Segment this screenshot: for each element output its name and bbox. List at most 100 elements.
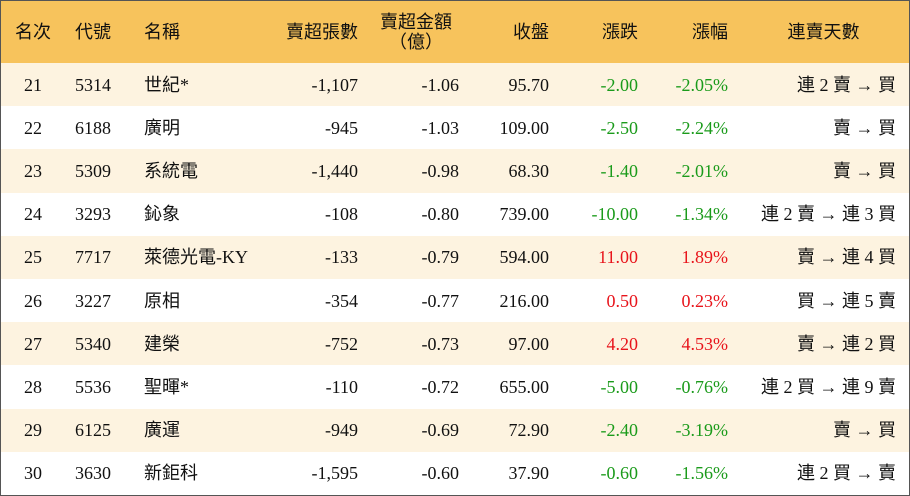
table-cell: 5314 xyxy=(75,74,111,95)
table-cell: 5536 xyxy=(75,376,111,397)
table-cell: -110 xyxy=(325,376,358,397)
table-cell: 3227 xyxy=(75,290,111,311)
table-cell: 系統電 xyxy=(144,160,198,181)
table-cell: 萊德光電-KY xyxy=(144,247,248,268)
table-cell: -945 xyxy=(325,117,358,138)
header-cell: 漲跌 xyxy=(602,22,638,42)
table-cell: 26 xyxy=(24,290,42,311)
table-cell: -3.19% xyxy=(675,420,729,441)
table-cell: -0.77 xyxy=(421,290,460,311)
table-cell: 4.20 xyxy=(606,333,639,354)
table-row: 30 3630 新鉅科 -1,595 -0.60 37.90 -0.60 -1.56% 連 2 … xyxy=(1,451,909,495)
header-cell: 收盤 xyxy=(513,22,549,42)
table-cell: 28 xyxy=(24,376,42,397)
table-cell: 6125 xyxy=(75,420,111,441)
table-cell: 7717 xyxy=(75,247,111,268)
table-cell: -1,595 xyxy=(311,463,359,484)
table-cell: 97.00 xyxy=(508,333,550,354)
table-cell: 29 xyxy=(24,420,42,441)
table-cell: -10.00 xyxy=(591,204,639,225)
table-cell: 21 xyxy=(24,74,42,95)
header-cell: 名稱 xyxy=(144,22,180,42)
table-row: 25 7717 萊德光電-KY -133 -0.79 594.00 11.00 1.89% 賣 … xyxy=(1,235,909,279)
table-cell: 24 xyxy=(24,204,42,225)
table-cell: 賣 → 買 xyxy=(833,420,896,441)
table-cell: -1.34% xyxy=(675,204,729,225)
table-cell: -2.40 xyxy=(600,420,639,441)
table-row: 22 6188 廣明 -945 -1.03 109.00 -2.50 -2.24% 賣 → 買 xyxy=(1,106,909,150)
table-cell: -5.00 xyxy=(600,376,639,397)
table-cell: 95.70 xyxy=(508,74,550,95)
table-cell: 連 2 賣 → 連 3 買 xyxy=(761,204,896,225)
table-cell: 6188 xyxy=(75,117,111,138)
table-cell: 3630 xyxy=(75,463,111,484)
table-row: 26 3227 原相 -354 -0.77 216.00 0.50 0.23% 買 → 連 5 … xyxy=(1,279,909,323)
table-cell: -1.06 xyxy=(421,74,460,95)
table-cell: -0.69 xyxy=(421,420,460,441)
table-cell: 連 2 賣 → 買 xyxy=(797,74,896,95)
table-cell: -2.24% xyxy=(675,117,729,138)
table-cell: 4.53% xyxy=(681,333,729,354)
header-cell: 賣超張數 xyxy=(286,22,358,42)
table-cell: -0.80 xyxy=(421,204,460,225)
table-cell: 賣 → 買 xyxy=(833,160,896,181)
table-cell: 5309 xyxy=(75,160,111,181)
table-cell: -1.40 xyxy=(600,160,639,181)
table-cell: -0.76% xyxy=(675,376,729,397)
table-cell: -2.01% xyxy=(675,160,729,181)
table-cell: -752 xyxy=(325,333,358,354)
header-cell: 漲幅 xyxy=(692,22,728,42)
header-cell: 代號 xyxy=(75,22,111,42)
table-cell: 25 xyxy=(24,247,42,268)
table-cell: -354 xyxy=(325,290,358,311)
table-cell: 鈊象 xyxy=(144,204,180,225)
table-cell: 11.00 xyxy=(598,247,638,268)
table-cell: 廣明 xyxy=(144,117,180,138)
table-cell: 109.00 xyxy=(499,117,550,138)
table-cell: 聖暉* xyxy=(144,376,189,397)
table-row: 27 5340 建榮 -752 -0.73 97.00 4.20 4.53% 賣 → 連 2 買 xyxy=(1,322,909,366)
table-cell: 0.50 xyxy=(606,290,639,311)
table-cell: 買 → 連 5 賣 xyxy=(797,290,896,311)
table-cell: -0.60 xyxy=(600,463,639,484)
table-cell: 0.23% xyxy=(681,290,729,311)
table-row: 23 5309 系統電 -1,440 -0.98 68.30 -1.40 -2.01% 賣 → … xyxy=(1,149,909,193)
table-cell: -2.50 xyxy=(600,117,639,138)
table-cell: 37.90 xyxy=(508,463,550,484)
table-cell: 30 xyxy=(24,463,42,484)
table-cell: -0.60 xyxy=(421,463,460,484)
table-cell: 世紀* xyxy=(144,74,189,95)
table-cell: -0.72 xyxy=(421,376,460,397)
header-cell: 賣超金額 xyxy=(380,12,452,32)
table-cell: 賣 → 連 4 買 xyxy=(797,247,896,268)
table-cell: -2.05% xyxy=(675,74,729,95)
table-cell: -1,440 xyxy=(311,160,359,181)
table-cell: 廣運 xyxy=(144,420,180,441)
table-row: 21 5314 世紀* -1,107 -1.06 95.70 -2.00 -2.05% 連 2 … xyxy=(1,63,909,107)
table-cell: 賣 → 買 xyxy=(833,117,896,138)
table-cell: 739.00 xyxy=(499,204,550,225)
table-cell: 68.30 xyxy=(508,160,550,181)
table-cell: 原相 xyxy=(144,290,180,311)
table-cell: 新鉅科 xyxy=(144,463,198,484)
table-cell: -1.03 xyxy=(421,117,460,138)
table-cell: 72.90 xyxy=(508,420,550,441)
table-cell: 建榮 xyxy=(144,333,180,354)
table-cell: -1,107 xyxy=(311,74,359,95)
table-cell: -0.73 xyxy=(421,333,460,354)
table-cell: -2.00 xyxy=(600,74,639,95)
table-cell: 216.00 xyxy=(499,290,550,311)
table-cell: -108 xyxy=(325,204,358,225)
table-cell: -0.98 xyxy=(421,160,460,181)
table-cell: -949 xyxy=(325,420,358,441)
table-cell: -1.56% xyxy=(675,463,729,484)
table-cell: 3293 xyxy=(75,204,111,225)
table-cell: 1.89% xyxy=(681,247,729,268)
header-cell: 名次 xyxy=(15,22,51,42)
header-cell: （億） xyxy=(389,32,443,52)
table-cell: 655.00 xyxy=(499,376,550,397)
table-cell: 22 xyxy=(24,117,42,138)
table-cell: 594.00 xyxy=(499,247,550,268)
table-cell: 5340 xyxy=(75,333,111,354)
